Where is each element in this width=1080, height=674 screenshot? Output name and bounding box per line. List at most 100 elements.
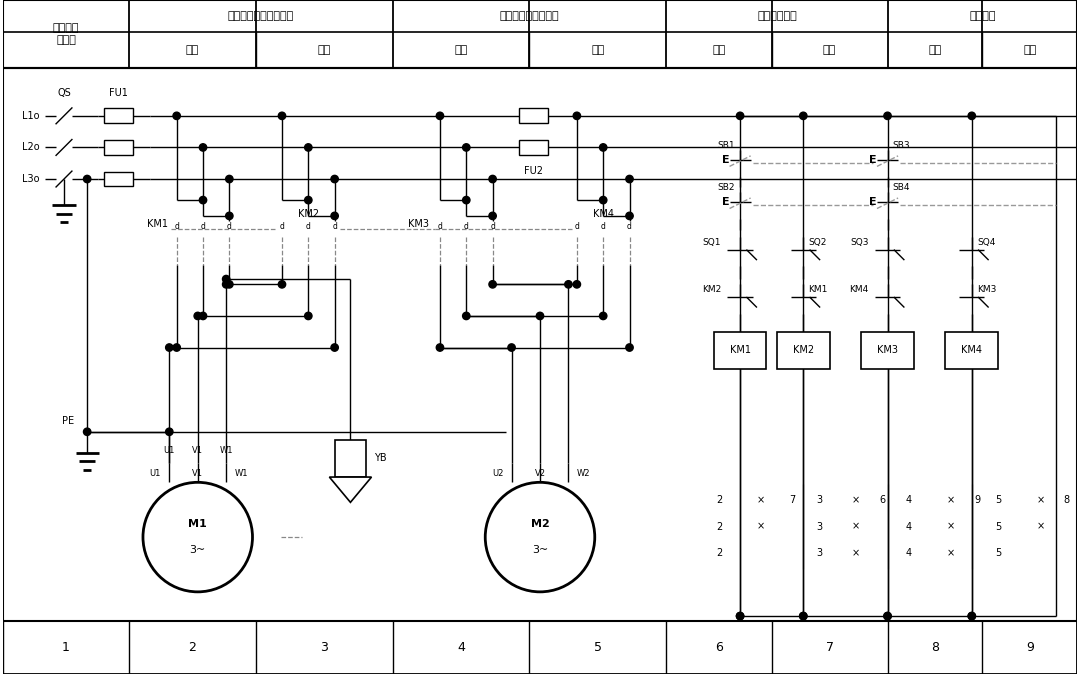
Text: 吊钩水平移动电动机: 吊钩水平移动电动机 xyxy=(500,11,559,21)
Circle shape xyxy=(222,276,230,283)
Circle shape xyxy=(573,280,581,288)
Text: ×: × xyxy=(947,522,955,532)
Text: 3~: 3~ xyxy=(190,545,206,555)
Text: 5: 5 xyxy=(594,641,602,654)
Circle shape xyxy=(200,144,206,151)
Text: ×: × xyxy=(852,548,860,558)
Circle shape xyxy=(165,428,173,435)
Circle shape xyxy=(200,312,206,319)
Text: W1: W1 xyxy=(219,446,233,455)
Circle shape xyxy=(173,344,180,351)
Text: E: E xyxy=(869,197,877,207)
Text: 2: 2 xyxy=(716,495,723,506)
Text: 4: 4 xyxy=(905,495,912,506)
Circle shape xyxy=(573,112,581,119)
Circle shape xyxy=(226,212,233,220)
Text: V1: V1 xyxy=(192,446,203,455)
Text: 4: 4 xyxy=(457,641,465,654)
Text: d: d xyxy=(227,222,232,231)
Text: KM4: KM4 xyxy=(593,209,613,219)
Text: 2: 2 xyxy=(716,548,723,558)
Text: SQ4: SQ4 xyxy=(977,238,996,247)
Text: SB2: SB2 xyxy=(717,183,734,192)
Text: 3: 3 xyxy=(320,641,328,654)
Text: 2: 2 xyxy=(189,641,197,654)
Circle shape xyxy=(599,144,607,151)
Circle shape xyxy=(200,196,206,204)
Circle shape xyxy=(625,175,633,183)
Text: 4: 4 xyxy=(905,522,912,532)
Bar xyxy=(104,140,134,155)
Text: ×: × xyxy=(852,495,860,506)
Text: 电源开关
及保护: 电源开关 及保护 xyxy=(53,24,79,45)
Text: ×: × xyxy=(947,495,955,506)
Circle shape xyxy=(462,312,470,319)
Bar xyxy=(861,332,914,369)
Bar xyxy=(777,332,829,369)
Text: 4: 4 xyxy=(905,548,912,558)
Text: 5: 5 xyxy=(995,548,1001,558)
Circle shape xyxy=(194,312,202,319)
Circle shape xyxy=(737,112,744,119)
Text: d: d xyxy=(575,222,579,231)
Bar xyxy=(3,69,1077,621)
Text: 6: 6 xyxy=(715,641,723,654)
Text: 向后: 向后 xyxy=(591,45,605,55)
Text: SQ3: SQ3 xyxy=(850,238,868,247)
Circle shape xyxy=(625,344,633,351)
Text: 9: 9 xyxy=(974,495,981,506)
Text: d: d xyxy=(333,222,337,231)
Text: d: d xyxy=(437,222,443,231)
Text: KM3: KM3 xyxy=(408,219,430,229)
Circle shape xyxy=(799,112,807,119)
Text: QS: QS xyxy=(57,88,71,98)
Bar xyxy=(3,0,1077,69)
Text: KM3: KM3 xyxy=(977,285,997,294)
Circle shape xyxy=(436,112,444,119)
Text: 5: 5 xyxy=(995,495,1001,506)
Text: KM1: KM1 xyxy=(147,219,168,229)
Circle shape xyxy=(279,280,286,288)
Circle shape xyxy=(508,344,515,351)
Text: d: d xyxy=(280,222,284,231)
Text: FU1: FU1 xyxy=(109,88,129,98)
Text: 2: 2 xyxy=(716,522,723,532)
Text: PE: PE xyxy=(63,417,75,426)
Circle shape xyxy=(883,613,891,620)
Circle shape xyxy=(226,280,233,288)
Circle shape xyxy=(305,196,312,204)
Text: 7: 7 xyxy=(789,495,796,506)
Text: 3: 3 xyxy=(816,495,822,506)
Circle shape xyxy=(737,613,744,620)
Circle shape xyxy=(279,112,286,119)
Text: KM1: KM1 xyxy=(730,345,751,355)
Bar xyxy=(104,109,134,123)
Circle shape xyxy=(462,196,470,204)
Text: 8: 8 xyxy=(1064,495,1069,506)
Circle shape xyxy=(143,483,253,592)
Text: KM2: KM2 xyxy=(298,209,319,219)
Text: V1: V1 xyxy=(192,469,203,479)
Text: KM3: KM3 xyxy=(877,345,899,355)
Circle shape xyxy=(305,312,312,319)
Text: 3~: 3~ xyxy=(531,545,549,555)
Circle shape xyxy=(330,212,338,220)
Circle shape xyxy=(968,613,975,620)
Polygon shape xyxy=(329,477,372,502)
Text: M1: M1 xyxy=(188,520,207,530)
Text: d: d xyxy=(600,222,606,231)
Text: U2: U2 xyxy=(491,469,503,479)
Text: 5: 5 xyxy=(995,522,1001,532)
Circle shape xyxy=(305,144,312,151)
Text: E: E xyxy=(721,155,729,165)
Circle shape xyxy=(599,196,607,204)
Text: E: E xyxy=(721,197,729,207)
Bar xyxy=(104,172,134,187)
Text: W2: W2 xyxy=(577,469,591,479)
Text: 7: 7 xyxy=(825,641,834,654)
Text: W1: W1 xyxy=(234,469,248,479)
Circle shape xyxy=(226,175,233,183)
Text: E: E xyxy=(869,155,877,165)
Text: FU2: FU2 xyxy=(524,166,543,176)
Bar xyxy=(335,440,366,477)
